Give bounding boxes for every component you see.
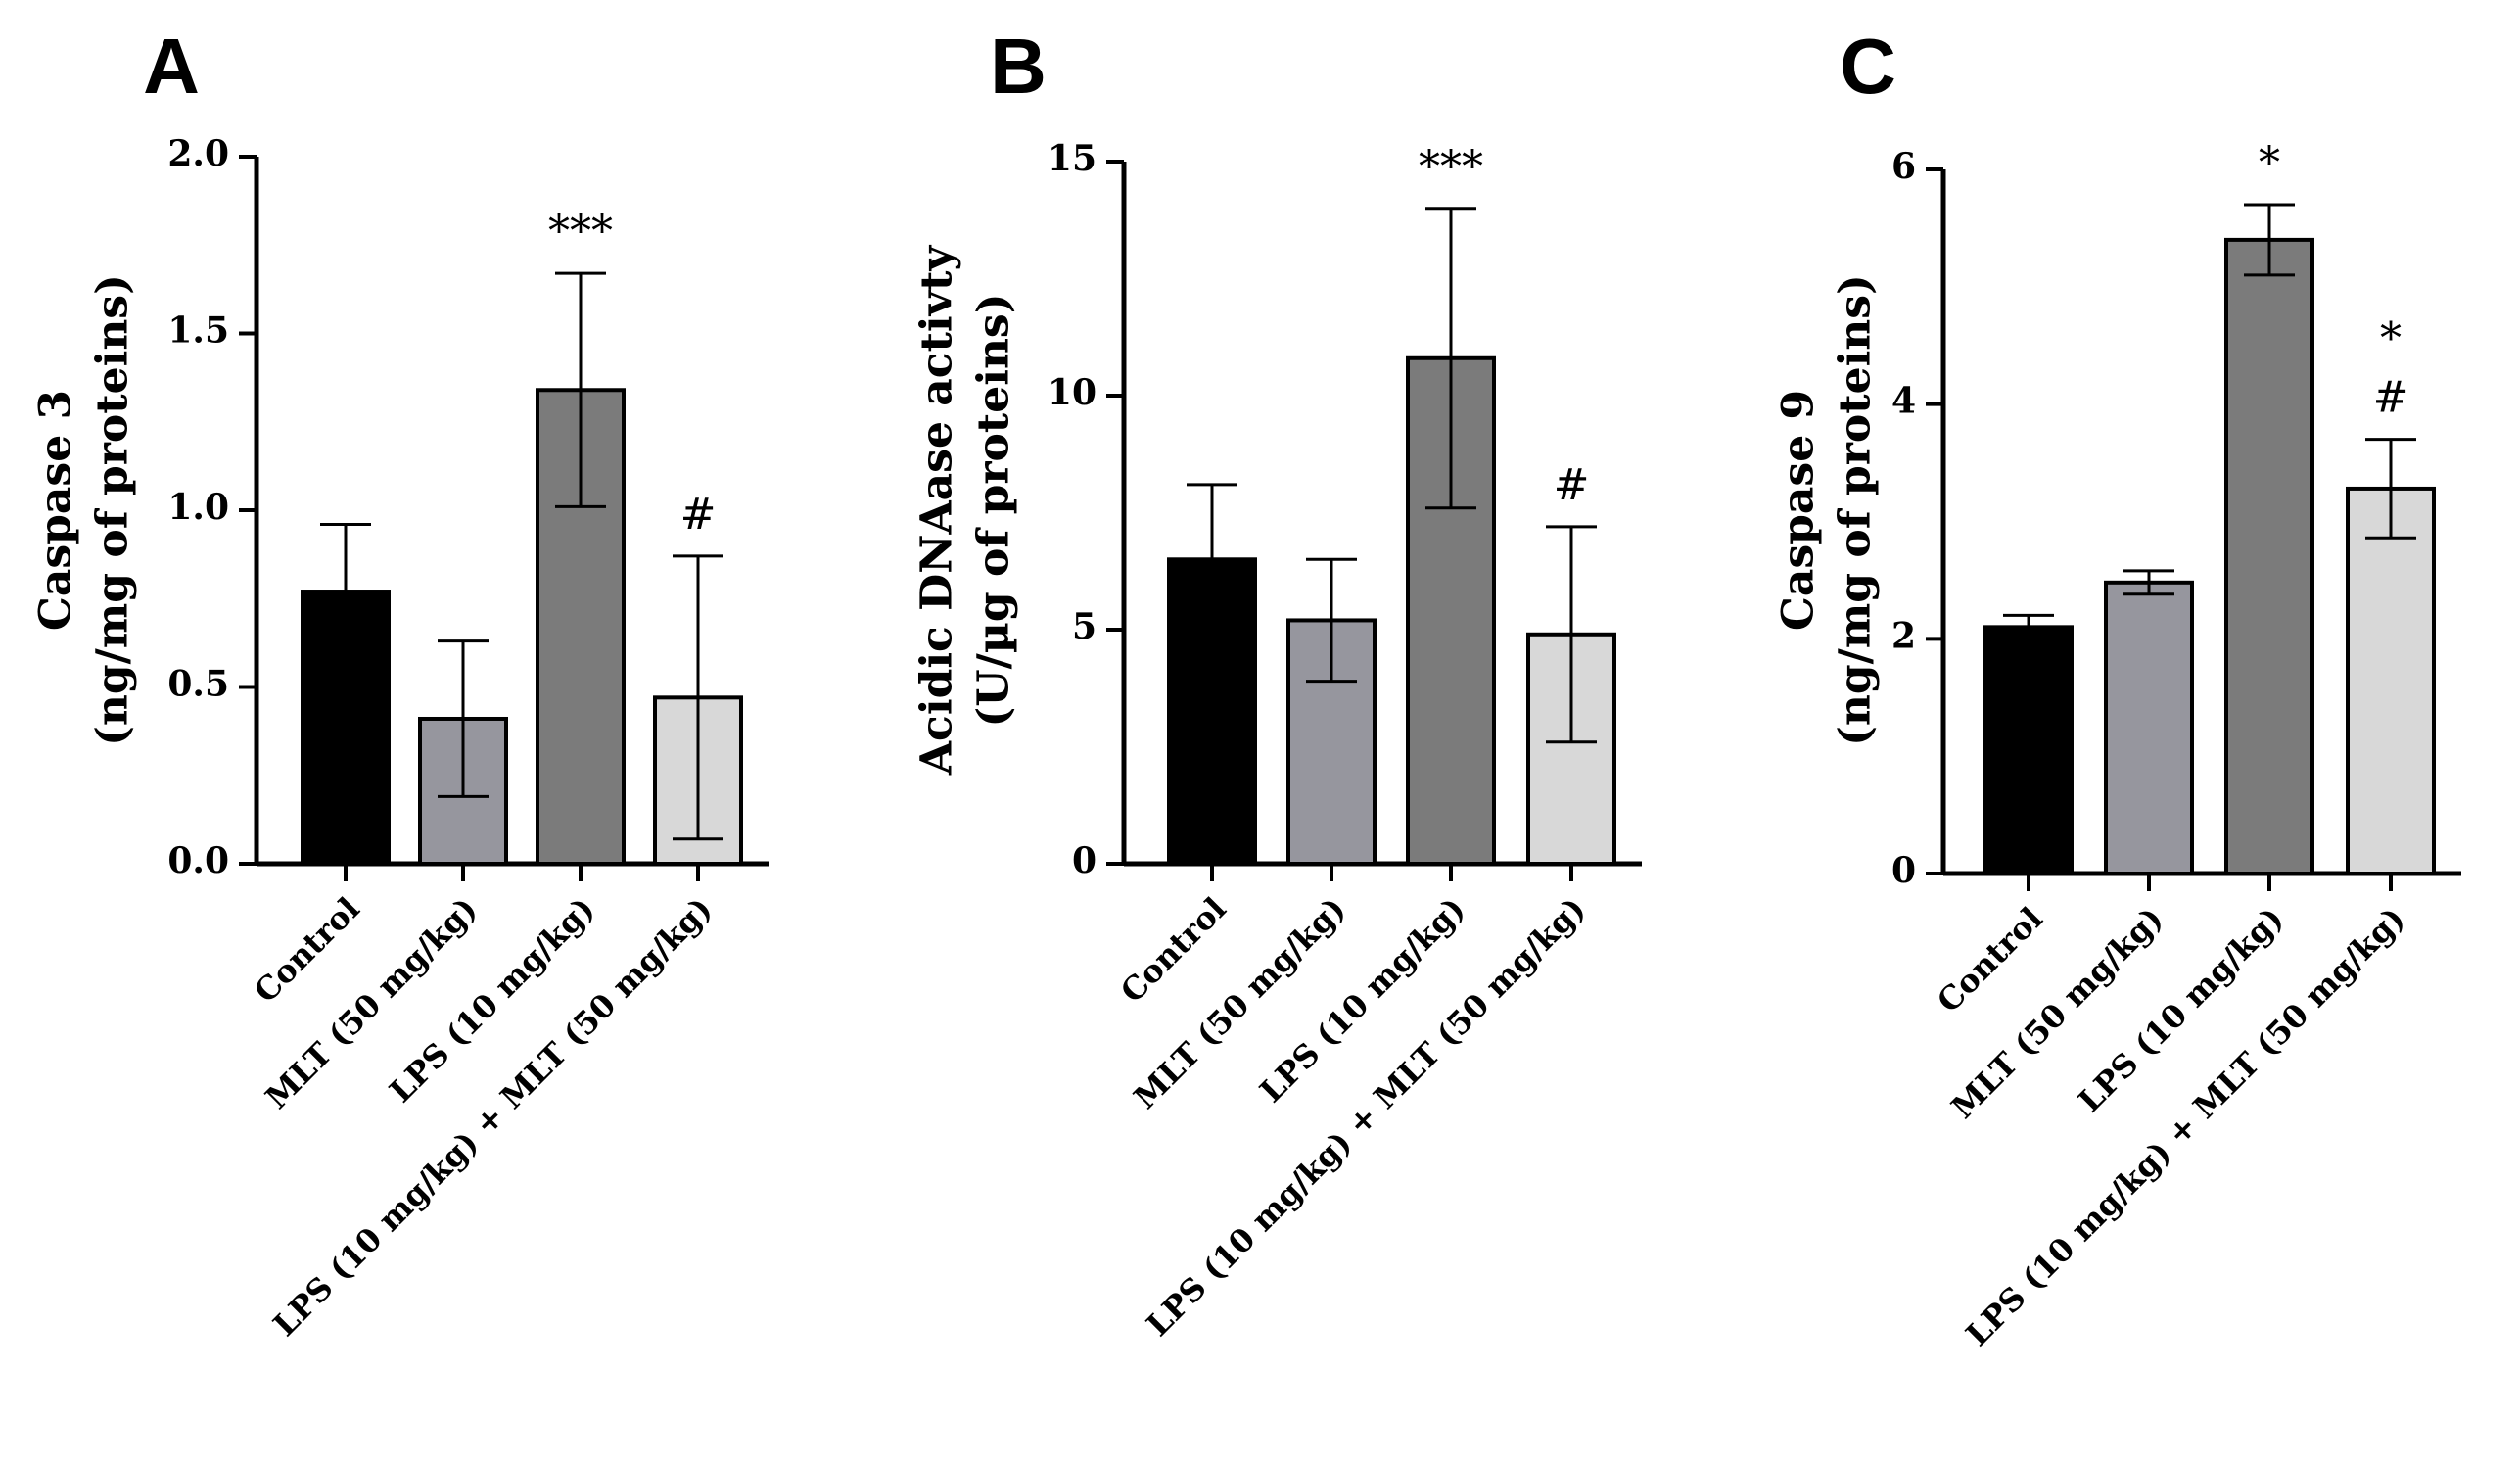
x-category-label: Control bbox=[247, 890, 366, 1010]
significance-annotation: * bbox=[2259, 138, 2280, 188]
x-category-label: Control bbox=[1113, 890, 1233, 1010]
bar bbox=[2104, 580, 2194, 876]
y-axis-label-line: Caspase 3 bbox=[31, 390, 81, 631]
significance-annotation: # bbox=[2373, 373, 2409, 423]
panel-b: B Acidic DNAase activty (U/µg of proteins)… bbox=[912, 23, 1642, 1344]
y-axis-label-line: Acidic DNAase activty bbox=[912, 244, 962, 776]
y-tick-label: 5 bbox=[1072, 606, 1097, 647]
x-category-label: MLT (50 mg/kg) bbox=[258, 890, 485, 1116]
panel-letter: C bbox=[1840, 23, 1896, 110]
bar bbox=[2224, 237, 2314, 875]
x-category-label: Control bbox=[1930, 900, 2049, 1019]
x-category-label: LPS (10 mg/kg) bbox=[1252, 890, 1471, 1110]
y-tick-label: 2 bbox=[1891, 615, 1916, 656]
panel-a: A Caspase 3 (ng/mg of proteins) 0.0 0.5 1.0 1.… bbox=[31, 23, 769, 1344]
y-axis-label-line: Caspase 9 bbox=[1774, 390, 1824, 631]
significance-annotation: *** bbox=[548, 207, 613, 257]
y-tick-label: 0.5 bbox=[167, 664, 229, 705]
panel-c: C Caspase 9 (ng/mg of proteins) 0 2 4 6 Control… bbox=[1774, 23, 2461, 1353]
y-tick-label: 10 bbox=[1048, 372, 1097, 413]
y-tick-label: 2.0 bbox=[167, 133, 229, 174]
y-axis-label-line: (ng/mg of proteins) bbox=[1831, 274, 1881, 746]
y-tick-label: 1.5 bbox=[167, 310, 229, 352]
significance-annotation: # bbox=[1554, 460, 1590, 510]
x-category-label: MLT (50 mg/kg) bbox=[1127, 890, 1353, 1116]
y-tick-label: 4 bbox=[1891, 381, 1916, 422]
y-tick-label: 0.0 bbox=[167, 840, 229, 881]
y-tick-label: 0 bbox=[1891, 850, 1916, 891]
x-category-label: LPS (10 mg/kg) bbox=[2071, 900, 2290, 1119]
x-category-label: LPS (10 mg/kg) + MLT (50 mg/kg) bbox=[1140, 890, 1593, 1344]
y-tick-label: 15 bbox=[1048, 138, 1097, 179]
panel-letter: A bbox=[143, 23, 200, 110]
bar bbox=[1983, 625, 2074, 875]
x-category-label: LPS (10 mg/kg) + MLT (50 mg/kg) bbox=[1959, 900, 2412, 1353]
bar bbox=[2346, 486, 2436, 875]
y-tick-label: 6 bbox=[1891, 146, 1916, 187]
significance-annotation: # bbox=[680, 490, 717, 540]
significance-annotation: * bbox=[2380, 314, 2402, 364]
y-tick-label: 0 bbox=[1072, 840, 1097, 881]
x-category-label: LPS (10 mg/kg) + MLT (50 mg/kg) bbox=[266, 890, 720, 1344]
y-axis-label-line: (ng/mg of proteins) bbox=[88, 274, 138, 746]
y-axis-label-line: (U/µg of proteins) bbox=[969, 293, 1019, 727]
panel-letter: B bbox=[990, 23, 1047, 110]
y-tick-label: 1.0 bbox=[167, 487, 229, 528]
x-category-label: MLT (50 mg/kg) bbox=[1944, 900, 2170, 1126]
x-category-label: LPS (10 mg/kg) bbox=[382, 890, 601, 1110]
significance-annotation: *** bbox=[1419, 142, 1483, 192]
